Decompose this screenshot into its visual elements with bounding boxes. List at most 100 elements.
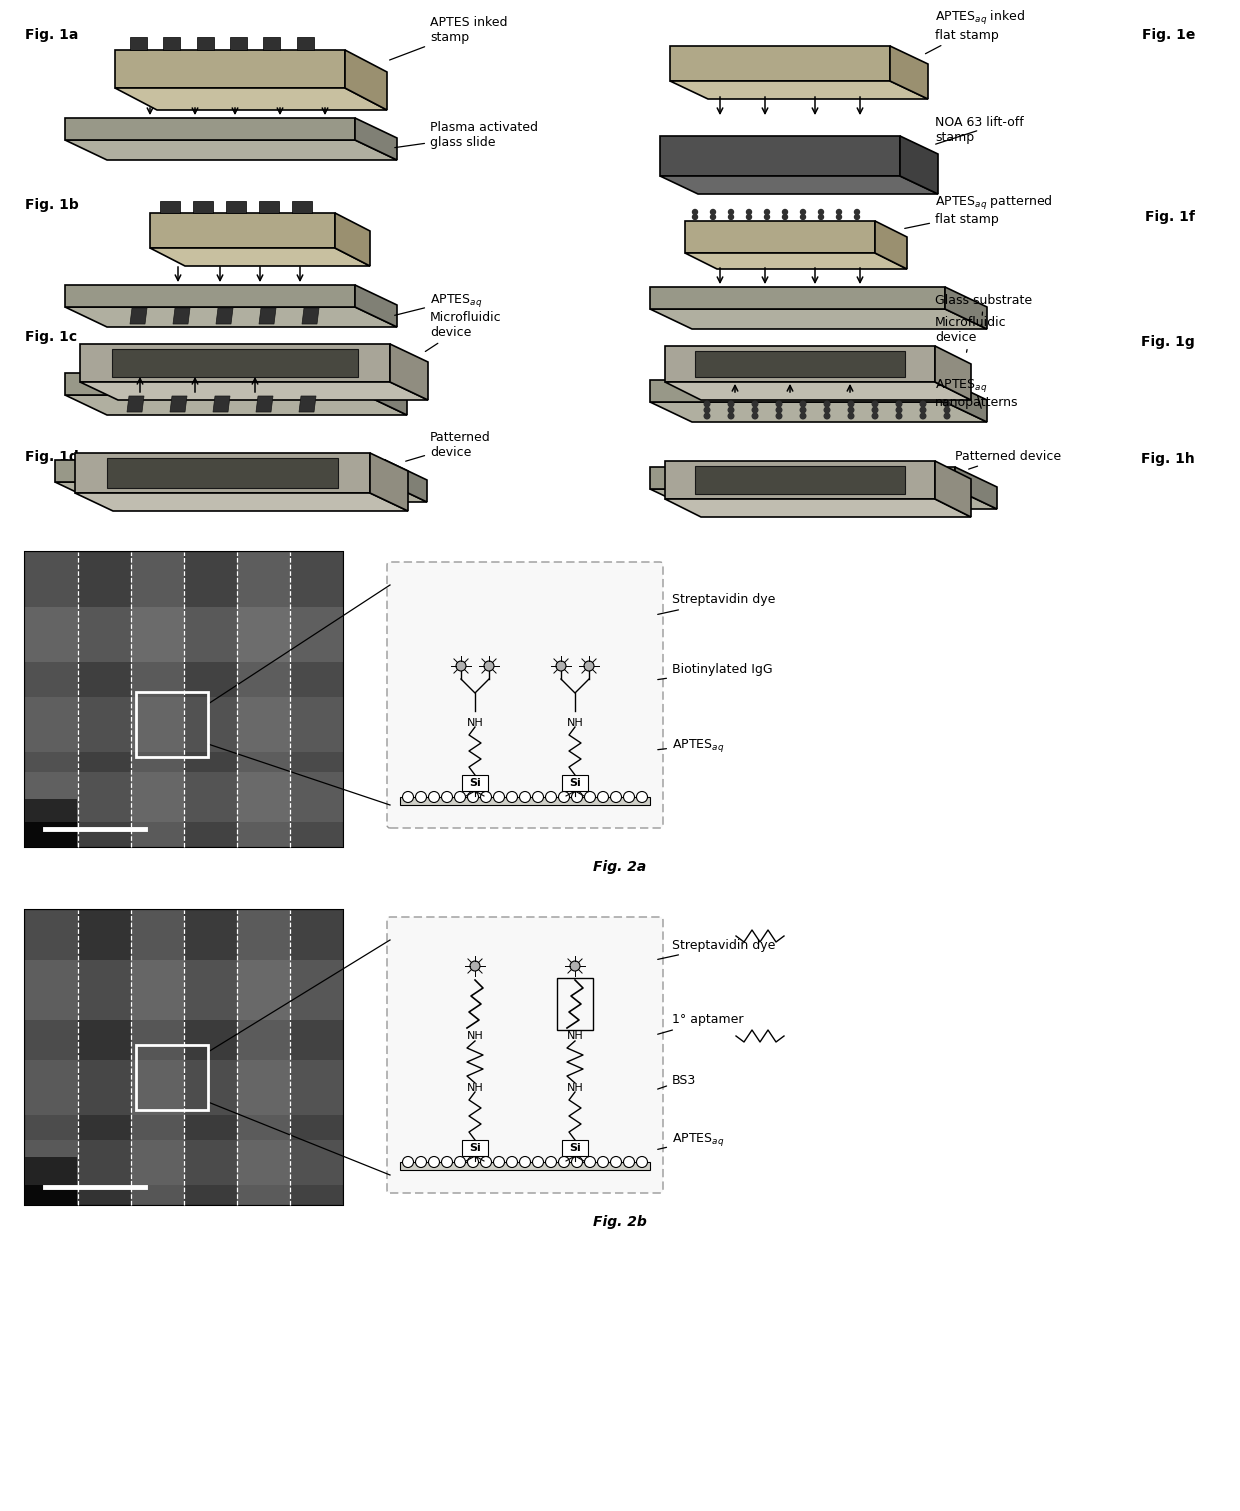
- Text: APTES$_{aq}$: APTES$_{aq}$: [394, 292, 482, 316]
- Polygon shape: [255, 396, 273, 413]
- Circle shape: [692, 215, 697, 219]
- Bar: [290, 910, 343, 1204]
- Circle shape: [532, 792, 543, 802]
- Text: Streptavidin dye: Streptavidin dye: [657, 938, 775, 959]
- Circle shape: [897, 402, 901, 406]
- Bar: [562, 775, 588, 790]
- Circle shape: [800, 402, 806, 406]
- Polygon shape: [174, 308, 190, 323]
- Polygon shape: [650, 490, 997, 509]
- Circle shape: [837, 215, 842, 219]
- Polygon shape: [299, 396, 316, 413]
- Bar: [401, 796, 650, 805]
- Circle shape: [520, 792, 531, 802]
- Circle shape: [598, 1156, 609, 1168]
- Bar: [25, 910, 78, 1204]
- Polygon shape: [64, 373, 365, 394]
- Polygon shape: [64, 118, 355, 141]
- Circle shape: [897, 406, 901, 413]
- Bar: [290, 552, 343, 848]
- Polygon shape: [213, 396, 229, 413]
- Polygon shape: [130, 308, 148, 323]
- Circle shape: [572, 1156, 583, 1168]
- Circle shape: [782, 210, 787, 215]
- Bar: [193, 201, 213, 213]
- Bar: [562, 1139, 588, 1156]
- Polygon shape: [391, 345, 428, 400]
- Text: Biotinylated IgG: Biotinylated IgG: [657, 663, 773, 680]
- Circle shape: [441, 1156, 453, 1168]
- Bar: [237, 552, 290, 848]
- Text: NH: NH: [567, 1031, 583, 1041]
- Circle shape: [610, 1156, 621, 1168]
- Circle shape: [704, 402, 709, 406]
- Circle shape: [546, 792, 557, 802]
- Circle shape: [636, 1156, 647, 1168]
- Polygon shape: [945, 379, 987, 422]
- Circle shape: [872, 406, 878, 413]
- Circle shape: [481, 1156, 491, 1168]
- Circle shape: [837, 210, 842, 215]
- Bar: [237, 910, 290, 1204]
- Polygon shape: [216, 308, 233, 323]
- Polygon shape: [115, 88, 387, 110]
- Text: Microfluidic
device: Microfluidic device: [425, 311, 502, 352]
- Circle shape: [801, 215, 806, 219]
- Polygon shape: [660, 136, 900, 175]
- Polygon shape: [665, 499, 971, 517]
- Polygon shape: [55, 482, 427, 502]
- Bar: [164, 36, 180, 50]
- Polygon shape: [64, 286, 355, 307]
- Circle shape: [944, 413, 950, 419]
- Bar: [25, 1061, 343, 1115]
- Bar: [78, 552, 131, 848]
- Polygon shape: [935, 461, 971, 517]
- Polygon shape: [384, 459, 427, 502]
- Circle shape: [415, 1156, 427, 1168]
- Polygon shape: [150, 248, 370, 266]
- Bar: [557, 978, 593, 1031]
- Text: Fig. 1e: Fig. 1e: [1142, 29, 1195, 42]
- Circle shape: [854, 215, 859, 219]
- Text: Microfluidic
device: Microfluidic device: [935, 316, 1007, 352]
- Circle shape: [729, 215, 734, 219]
- Circle shape: [818, 210, 823, 215]
- Polygon shape: [115, 50, 345, 88]
- Bar: [694, 465, 905, 494]
- Circle shape: [825, 402, 830, 406]
- Polygon shape: [875, 221, 906, 269]
- Bar: [226, 201, 246, 213]
- Bar: [25, 607, 343, 662]
- Circle shape: [584, 660, 594, 671]
- Text: APTES$_{aq}$ inked
flat stamp: APTES$_{aq}$ inked flat stamp: [925, 9, 1025, 54]
- Polygon shape: [55, 459, 384, 482]
- Circle shape: [776, 406, 781, 413]
- Text: APTES$_{aq}$: APTES$_{aq}$: [657, 736, 724, 754]
- Bar: [401, 1162, 650, 1170]
- Circle shape: [546, 1156, 557, 1168]
- Circle shape: [753, 406, 758, 413]
- Circle shape: [494, 1156, 505, 1168]
- Circle shape: [854, 210, 859, 215]
- Circle shape: [532, 1156, 543, 1168]
- FancyBboxPatch shape: [387, 562, 663, 828]
- Text: Fig. 1f: Fig. 1f: [1145, 210, 1195, 224]
- Circle shape: [711, 215, 715, 219]
- Bar: [25, 772, 343, 822]
- Circle shape: [455, 792, 465, 802]
- Bar: [25, 959, 343, 1020]
- Polygon shape: [650, 402, 987, 422]
- Circle shape: [636, 792, 647, 802]
- Circle shape: [825, 413, 830, 419]
- Bar: [107, 458, 339, 488]
- Bar: [25, 910, 343, 1204]
- Text: Fig. 1d: Fig. 1d: [25, 450, 79, 464]
- Polygon shape: [660, 175, 937, 193]
- Bar: [131, 552, 184, 848]
- Circle shape: [403, 1156, 413, 1168]
- Text: Streptavidin dye: Streptavidin dye: [657, 594, 775, 615]
- Text: APTES$_{aq}$
nanopatterns: APTES$_{aq}$ nanopatterns: [935, 378, 1018, 409]
- Circle shape: [624, 792, 635, 802]
- Bar: [25, 552, 78, 848]
- Circle shape: [765, 210, 770, 215]
